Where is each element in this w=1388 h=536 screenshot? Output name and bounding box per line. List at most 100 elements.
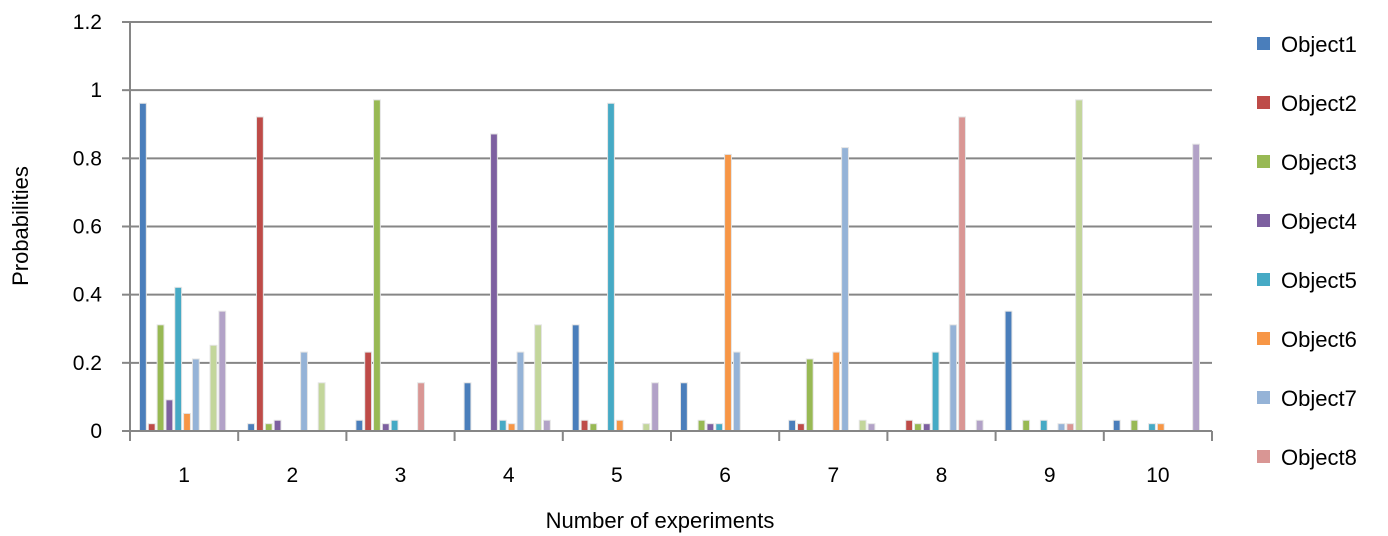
bar <box>1149 424 1155 431</box>
bar <box>681 383 687 431</box>
legend-swatch <box>1257 37 1270 50</box>
legend-label: Object3 <box>1281 150 1357 175</box>
x-tick-label: 3 <box>395 464 407 487</box>
bar <box>517 352 524 431</box>
y-tick-label: 1.2 <box>73 11 102 34</box>
bar <box>166 400 173 431</box>
x-tick-label: 7 <box>827 464 839 487</box>
legend-swatch <box>1257 391 1270 404</box>
bar <box>859 420 866 431</box>
legend-label: Object4 <box>1281 209 1357 234</box>
legend-label: Object8 <box>1281 445 1357 470</box>
bar <box>572 325 579 431</box>
legend-swatch <box>1257 273 1270 286</box>
bar <box>374 100 380 432</box>
bar <box>157 325 164 431</box>
bar <box>806 359 813 431</box>
y-tick-label: 1 <box>90 79 102 102</box>
bar <box>265 424 272 431</box>
bar <box>608 103 614 432</box>
bar <box>543 420 550 431</box>
y-tick-label: 0.6 <box>73 216 102 239</box>
y-tick-labels: 0 0.2 0.4 0.6 0.8 1 1.2 <box>73 11 130 443</box>
y-tick-label: 0.8 <box>73 147 102 170</box>
bar <box>175 287 182 431</box>
y-tick-label: 0.4 <box>73 284 103 307</box>
legend-label: Object7 <box>1281 386 1357 411</box>
x-tick-label: 4 <box>503 464 515 487</box>
bar <box>1131 420 1138 431</box>
bar <box>418 383 424 431</box>
x-tick-label: 9 <box>1044 464 1056 487</box>
bar <box>652 383 658 431</box>
bar <box>356 420 363 431</box>
x-axis-title: Number of experiments <box>546 508 775 533</box>
bar <box>733 352 740 431</box>
bar <box>1005 311 1012 431</box>
bar <box>382 424 389 431</box>
bar <box>248 424 255 431</box>
bar <box>365 352 372 431</box>
bar <box>1113 420 1120 431</box>
x-tick-label: 8 <box>936 464 948 487</box>
bar <box>906 420 913 431</box>
bar <box>1058 424 1065 431</box>
legend-label: Object1 <box>1281 32 1357 57</box>
bar <box>932 352 939 431</box>
legend-label: Object5 <box>1281 268 1357 293</box>
y-axis-title: Probabilities <box>8 166 33 286</box>
gridlines <box>130 21 1212 364</box>
bar <box>1076 100 1082 432</box>
bars <box>139 99 1200 432</box>
bar <box>725 154 731 432</box>
x-tick-label: 1 <box>178 464 190 487</box>
bar <box>716 424 723 431</box>
legend-label: Object6 <box>1281 327 1357 352</box>
legend-label: Object2 <box>1281 91 1357 116</box>
bar <box>789 420 796 431</box>
bar <box>923 424 930 431</box>
bar <box>535 325 541 431</box>
bar <box>491 134 497 431</box>
bar <box>464 383 471 431</box>
bar <box>318 383 325 431</box>
x-tick-label: 6 <box>719 464 731 487</box>
bar <box>1193 144 1199 431</box>
x-tick-label: 10 <box>1146 464 1169 487</box>
x-tick-labels: 1 2 3 4 5 6 7 8 9 10 <box>129 431 1213 487</box>
bar <box>508 424 515 431</box>
y-tick-label: 0 <box>90 420 102 443</box>
bar <box>257 117 263 431</box>
legend: Object1 Object2 Object3 Object4 Object5 Objec… <box>1257 32 1357 470</box>
bar <box>643 424 650 431</box>
bar <box>581 420 588 431</box>
bar <box>219 311 226 431</box>
bar <box>391 420 398 431</box>
bar <box>616 420 623 431</box>
bar <box>842 148 848 431</box>
legend-swatch <box>1257 155 1270 168</box>
bar <box>1157 424 1164 431</box>
bar <box>499 420 506 431</box>
bar <box>210 345 217 431</box>
bar <box>798 424 804 431</box>
x-tick-label: 5 <box>611 464 623 487</box>
bar <box>192 359 199 431</box>
bar <box>959 117 965 431</box>
bar <box>868 424 875 431</box>
bar <box>301 352 307 431</box>
legend-swatch <box>1257 214 1270 227</box>
bar <box>950 325 957 431</box>
bar <box>184 413 190 431</box>
bar <box>274 420 281 431</box>
legend-swatch <box>1257 332 1270 345</box>
bar <box>833 352 840 431</box>
bar <box>1023 420 1030 431</box>
bar <box>590 424 597 431</box>
bar <box>1067 424 1074 431</box>
bar <box>976 420 983 431</box>
bar <box>698 420 705 431</box>
bar <box>915 424 921 431</box>
bar <box>140 103 146 432</box>
